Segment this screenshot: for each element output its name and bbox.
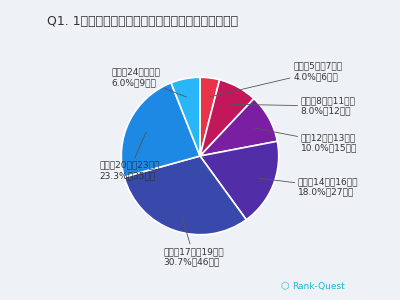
Wedge shape (121, 83, 200, 177)
Text: 午前（8時〜11時）
8.0%（12名）: 午前（8時〜11時） 8.0%（12名） (231, 96, 356, 116)
Wedge shape (200, 99, 277, 156)
Text: Q1. 1日のうち最も検索を行う時間帯はいつですか？: Q1. 1日のうち最も検索を行う時間帯はいつですか？ (47, 15, 238, 28)
Text: 早朝（5時〜7時）
4.0%（6名）: 早朝（5時〜7時） 4.0%（6名） (210, 62, 342, 97)
Wedge shape (200, 77, 220, 156)
Wedge shape (124, 156, 246, 235)
Text: ⬡: ⬡ (280, 281, 288, 291)
Wedge shape (200, 141, 279, 220)
Wedge shape (171, 77, 200, 156)
Text: 深夜（24時以降）
6.0%（9名）: 深夜（24時以降） 6.0%（9名） (112, 68, 186, 97)
Text: 午後（14時〜16時）
18.0%（27名）: 午後（14時〜16時） 18.0%（27名） (258, 177, 358, 197)
Text: 夜間（20時〜23時）
23.3%（35名）: 夜間（20時〜23時） 23.3%（35名） (99, 132, 160, 180)
Text: Rank-Quest: Rank-Quest (292, 282, 345, 291)
Text: 夕方（17時〜19時）
30.7%（46名）: 夕方（17時〜19時） 30.7%（46名） (164, 214, 224, 266)
Wedge shape (200, 80, 254, 156)
Text: 昼（12時〜13時）
10.0%（15名）: 昼（12時〜13時） 10.0%（15名） (254, 128, 357, 152)
